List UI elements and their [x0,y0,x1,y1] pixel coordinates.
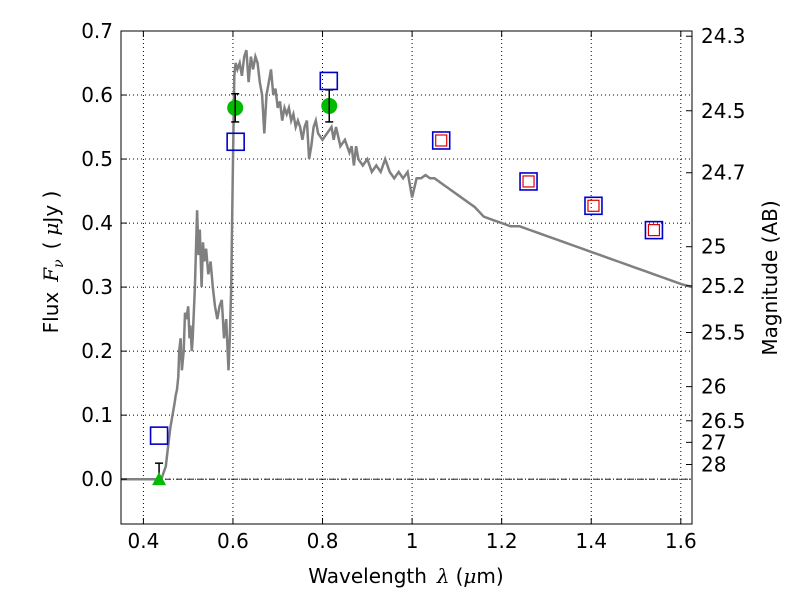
y2-tick-label: 24.7 [701,161,746,185]
data-markers [149,71,664,486]
y2-tick-label: 26 [701,375,726,399]
y2-tick-label: 25 [701,235,726,259]
y2-tick-label: 25.2 [701,274,746,298]
y2-tick-label: 26.5 [701,409,746,433]
y-tick-label: 0.7 [81,19,113,43]
y-tick-label: 0.0 [81,467,113,491]
axis-ticks: 0.4 0.6 0.8 1 1.2 1.4 1.6 0.0 0.1 0.2 0.3 0.4 0.5 0.6… [81,19,745,553]
y2-axis-label: Magnitude (AB) [758,200,782,355]
y2-tick-label: 27 [701,430,726,454]
model-photometry-square [149,426,169,445]
x-tick-label: 1.6 [665,529,697,553]
model-photometry-square [644,220,664,240]
model-photometry-inner-square [647,224,661,237]
x-axis-label: Wavelength λ (μm) [308,564,503,588]
upper-limit-triangle [152,472,167,486]
y2-tick-label: 28 [701,453,726,477]
model-photometry-square [519,172,538,191]
y2-tick-label: 24.5 [701,99,746,123]
y2-tick-label: 24.3 [701,24,746,48]
model-photometry-square [226,132,245,152]
x-tick-label: 1.4 [575,529,607,553]
x-tick-label: 0.4 [127,529,159,553]
y2-tick-label: 25.5 [701,321,746,345]
model-photometry-inner-square [587,199,600,212]
model-photometry-square [431,131,451,150]
model-spectrum-line [121,49,693,481]
model-photometry-square [319,71,339,91]
y-tick-label: 0.1 [81,403,113,427]
x-tick-label: 0.8 [307,529,339,553]
plot-border [120,30,693,525]
model-photometry-inner-square [522,175,535,188]
y-tick-label: 0.6 [81,83,113,107]
y-tick-label: 0.2 [81,339,113,363]
model-photometry-inner-square [435,134,448,147]
plot-area [121,31,692,524]
x-tick-label: 1.2 [486,529,518,553]
y-axis-label: FluxFν(μJy ) [39,191,67,334]
y-tick-label: 0.3 [81,275,113,299]
y-tick-label: 0.4 [81,211,113,235]
x-tick-label: 0.6 [217,529,249,553]
x-tick-label: 1 [406,529,419,553]
y-tick-label: 0.5 [81,147,113,171]
model-photometry-square [584,196,603,216]
